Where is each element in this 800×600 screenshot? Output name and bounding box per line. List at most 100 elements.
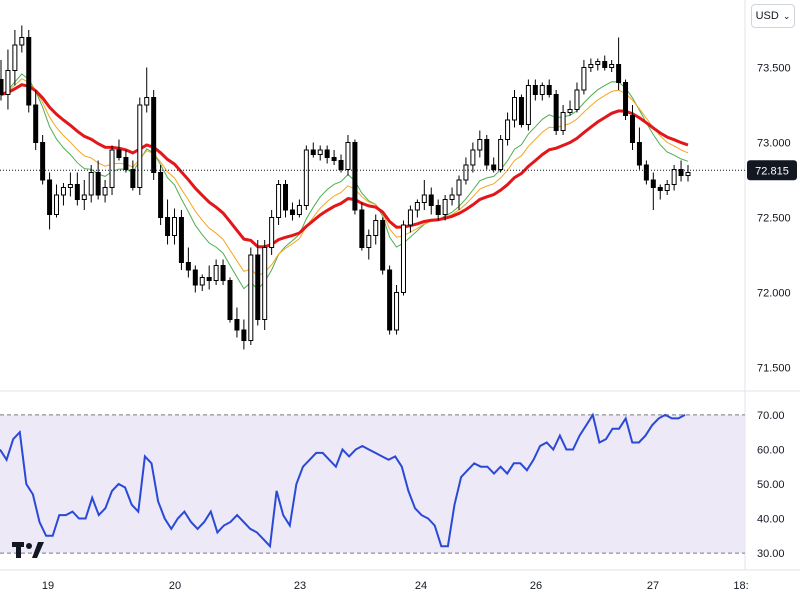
candle-body xyxy=(463,164,469,181)
candle-body xyxy=(26,37,32,106)
candle xyxy=(130,160,136,191)
candle-body xyxy=(47,179,53,215)
moving-averages xyxy=(0,73,689,290)
candle xyxy=(380,217,386,275)
rsi-band xyxy=(0,414,745,554)
candle-body xyxy=(310,149,316,155)
candle-body xyxy=(192,269,198,286)
candle-body xyxy=(60,187,66,196)
candle-body xyxy=(345,142,351,170)
candle xyxy=(602,55,608,71)
price-axis[interactable]: 73.500 73.000 72.500 72.000 71.500 70.00 60.00… xyxy=(757,63,791,561)
candle xyxy=(595,58,601,71)
candle-body xyxy=(324,149,330,158)
currency-label: USD xyxy=(755,10,779,22)
rsi-line xyxy=(0,412,686,549)
candle xyxy=(165,199,171,245)
candle xyxy=(151,90,157,180)
candle-body xyxy=(664,184,670,191)
candle xyxy=(255,240,261,326)
candle-body xyxy=(289,209,295,215)
candle-body xyxy=(567,109,573,113)
candle xyxy=(671,165,677,191)
candle xyxy=(283,180,289,218)
time-axis[interactable]: 19 20 23 24 26 27 18: xyxy=(42,580,749,592)
candle xyxy=(609,60,615,72)
candle xyxy=(685,165,691,182)
candle xyxy=(54,184,60,218)
candle-body xyxy=(67,184,73,188)
candle xyxy=(477,130,483,158)
candle xyxy=(116,139,122,161)
candle-body xyxy=(165,217,171,236)
candle-body xyxy=(498,139,504,170)
candle xyxy=(40,135,46,185)
candle xyxy=(220,259,226,285)
candle xyxy=(359,202,365,251)
candle-body xyxy=(317,149,323,155)
candle-body xyxy=(352,142,358,211)
candle xyxy=(12,30,18,86)
candle xyxy=(206,265,212,290)
candle xyxy=(248,247,254,345)
candle-body xyxy=(678,169,684,176)
candle xyxy=(560,105,566,135)
candle-body xyxy=(0,79,4,95)
candle xyxy=(241,319,247,350)
price-tick-label: 71.500 xyxy=(757,363,791,375)
candle xyxy=(678,160,684,182)
candle xyxy=(623,79,629,120)
candle-body xyxy=(623,82,629,116)
candle-body xyxy=(470,149,476,166)
candle-body xyxy=(178,217,184,263)
candle xyxy=(664,180,670,195)
candle xyxy=(491,157,497,173)
candle-body xyxy=(394,292,400,331)
candle-body xyxy=(241,329,247,341)
candle xyxy=(463,157,469,185)
candle xyxy=(178,210,184,270)
candle xyxy=(269,210,275,255)
candle xyxy=(456,175,462,210)
candle-body xyxy=(407,209,413,226)
currency-selector-button[interactable]: USD ⌄ xyxy=(751,4,795,28)
candle-body xyxy=(373,220,379,236)
candle-body xyxy=(518,97,524,125)
candle xyxy=(512,90,518,128)
candle xyxy=(470,142,476,173)
candle-body xyxy=(484,139,490,166)
candle xyxy=(518,94,524,128)
time-tick-label: 26 xyxy=(530,580,542,592)
candle xyxy=(185,247,191,278)
candle-body xyxy=(609,64,615,68)
candle xyxy=(227,277,233,323)
candle xyxy=(643,160,649,185)
rsi-tick-label: 40.00 xyxy=(757,514,785,526)
time-tick-label: 20 xyxy=(169,580,181,592)
candle-body xyxy=(366,235,372,248)
candle-body xyxy=(283,184,289,211)
candle-body xyxy=(303,149,309,206)
candle xyxy=(657,184,663,200)
candle-body xyxy=(400,224,406,293)
candle xyxy=(650,172,656,210)
tradingview-logo xyxy=(12,542,44,558)
rsi-tick-label: 50.00 xyxy=(757,479,785,491)
candle xyxy=(539,82,545,101)
candle xyxy=(192,265,198,293)
time-tick-label: 24 xyxy=(415,580,427,592)
candle-body xyxy=(428,194,434,206)
candle-body xyxy=(643,164,649,181)
chevron-down-icon: ⌄ xyxy=(782,10,791,21)
candle xyxy=(74,172,80,206)
ma-orange-line xyxy=(0,78,689,277)
candle-body xyxy=(54,194,60,215)
candle-body xyxy=(629,115,635,143)
candle-body xyxy=(414,202,420,211)
candle xyxy=(60,183,66,206)
candle-body xyxy=(491,164,497,170)
candle-body xyxy=(248,254,254,341)
candle-body xyxy=(151,97,157,173)
candle xyxy=(33,90,39,150)
